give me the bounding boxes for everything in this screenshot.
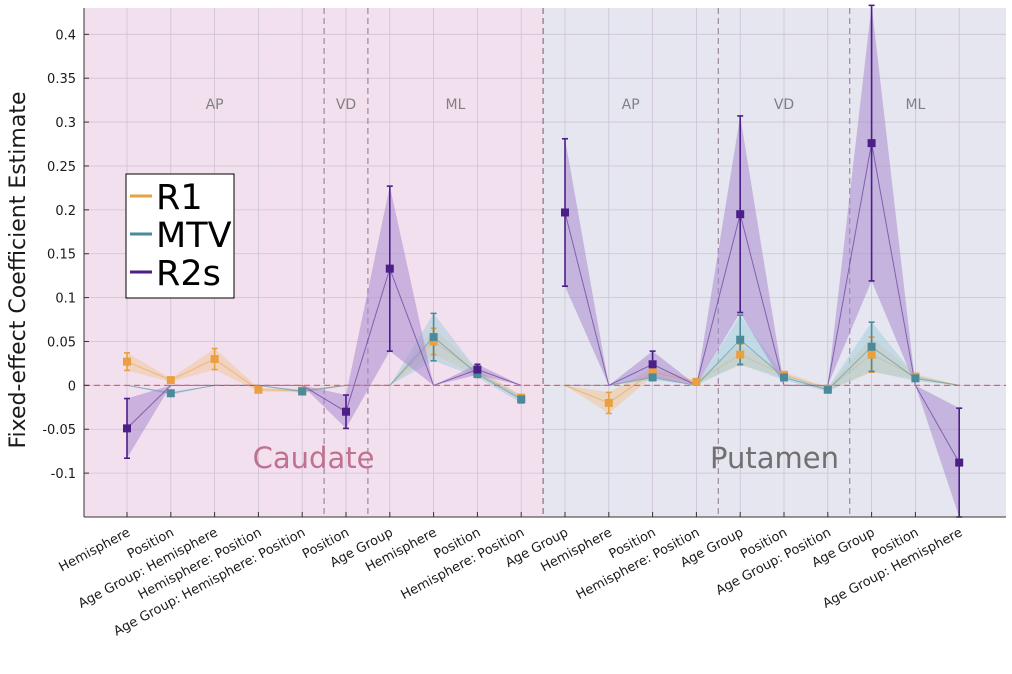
point-mtv — [429, 333, 438, 342]
point-r2s — [385, 264, 394, 273]
point-r1 — [736, 350, 745, 359]
point-r2s — [473, 365, 482, 374]
point-r1 — [123, 357, 131, 366]
region-label: Putamen — [710, 441, 839, 475]
region-bg-putamen — [543, 8, 1006, 517]
point-r2s — [867, 139, 876, 148]
section-label: ML — [905, 97, 925, 113]
point-r1 — [604, 398, 613, 407]
section-label: AP — [622, 97, 640, 113]
series-line-r2s-putamen — [564, 143, 960, 463]
region-and-section-labels: AP VD ML AP VD ML Caudate Putamen — [206, 97, 926, 475]
point-mtv — [166, 389, 175, 398]
section-label: ML — [446, 97, 466, 113]
series-line-mtv-caudate — [126, 336, 522, 400]
point-r2s — [736, 210, 745, 219]
point-mtv — [736, 335, 745, 344]
band-r2s-putamen — [565, 5, 960, 517]
point-r1 — [692, 377, 701, 386]
y-tick-label: 0.3 — [55, 116, 76, 131]
series-line-r2s-caudate — [126, 267, 522, 429]
data-points — [123, 139, 964, 467]
point-r2s — [342, 407, 350, 416]
axes — [83, 8, 1006, 518]
section-label: AP — [206, 97, 224, 113]
y-tick-label: 0.05 — [47, 335, 76, 350]
region-backgrounds — [84, 8, 1006, 517]
point-r1 — [166, 376, 175, 385]
y-tick-labels: -0.1 -0.05 0 0.05 0.1 0.15 0.2 0.25 0.3 0.35 0.4 — [42, 28, 76, 482]
y-axis-label: Fixed-effect Coefficient Estimate — [6, 92, 31, 449]
point-r1 — [254, 385, 263, 394]
region-label: Caudate — [253, 441, 375, 475]
point-mtv — [298, 387, 307, 396]
section-dividers — [323, 8, 851, 517]
y-tick-label: 0.25 — [47, 160, 76, 175]
legend-label-r1: R1 — [156, 178, 203, 218]
point-r1 — [429, 337, 438, 346]
x-tick-label: Hemisphere — [57, 525, 133, 575]
point-r2s — [955, 458, 964, 467]
y-tick-label: 0 — [68, 379, 76, 394]
point-r2s — [561, 208, 569, 217]
point-r1 — [210, 355, 219, 364]
section-label: VD — [774, 97, 794, 113]
point-mtv — [867, 342, 876, 351]
point-r1 — [867, 350, 876, 359]
y-tick-label: 0.2 — [55, 204, 76, 219]
y-tick-label: 0.4 — [55, 28, 76, 43]
point-r2s — [648, 360, 657, 369]
point-mtv — [517, 395, 526, 404]
point-mtv — [911, 374, 920, 383]
point-r1 — [648, 368, 657, 377]
y-tick-label: -0.05 — [42, 423, 76, 438]
band-mtv-putamen — [565, 315, 960, 392]
point-mtv — [823, 385, 832, 394]
y-tick-label: 0.1 — [55, 292, 76, 307]
legend-label-r2s: R2s — [156, 254, 221, 294]
y-tick-label: 0.35 — [47, 72, 76, 87]
y-tick-label: 0.15 — [47, 248, 76, 263]
point-mtv — [648, 373, 657, 382]
series-bands — [126, 5, 960, 517]
point-r2s — [123, 424, 131, 433]
y-tick-label: -0.1 — [51, 467, 76, 482]
legend-label-mtv: MTV — [156, 216, 232, 256]
point-mtv — [780, 373, 788, 382]
point-mtv — [473, 369, 482, 378]
section-label: VD — [336, 97, 356, 113]
band-r2s-caudate — [127, 186, 522, 459]
